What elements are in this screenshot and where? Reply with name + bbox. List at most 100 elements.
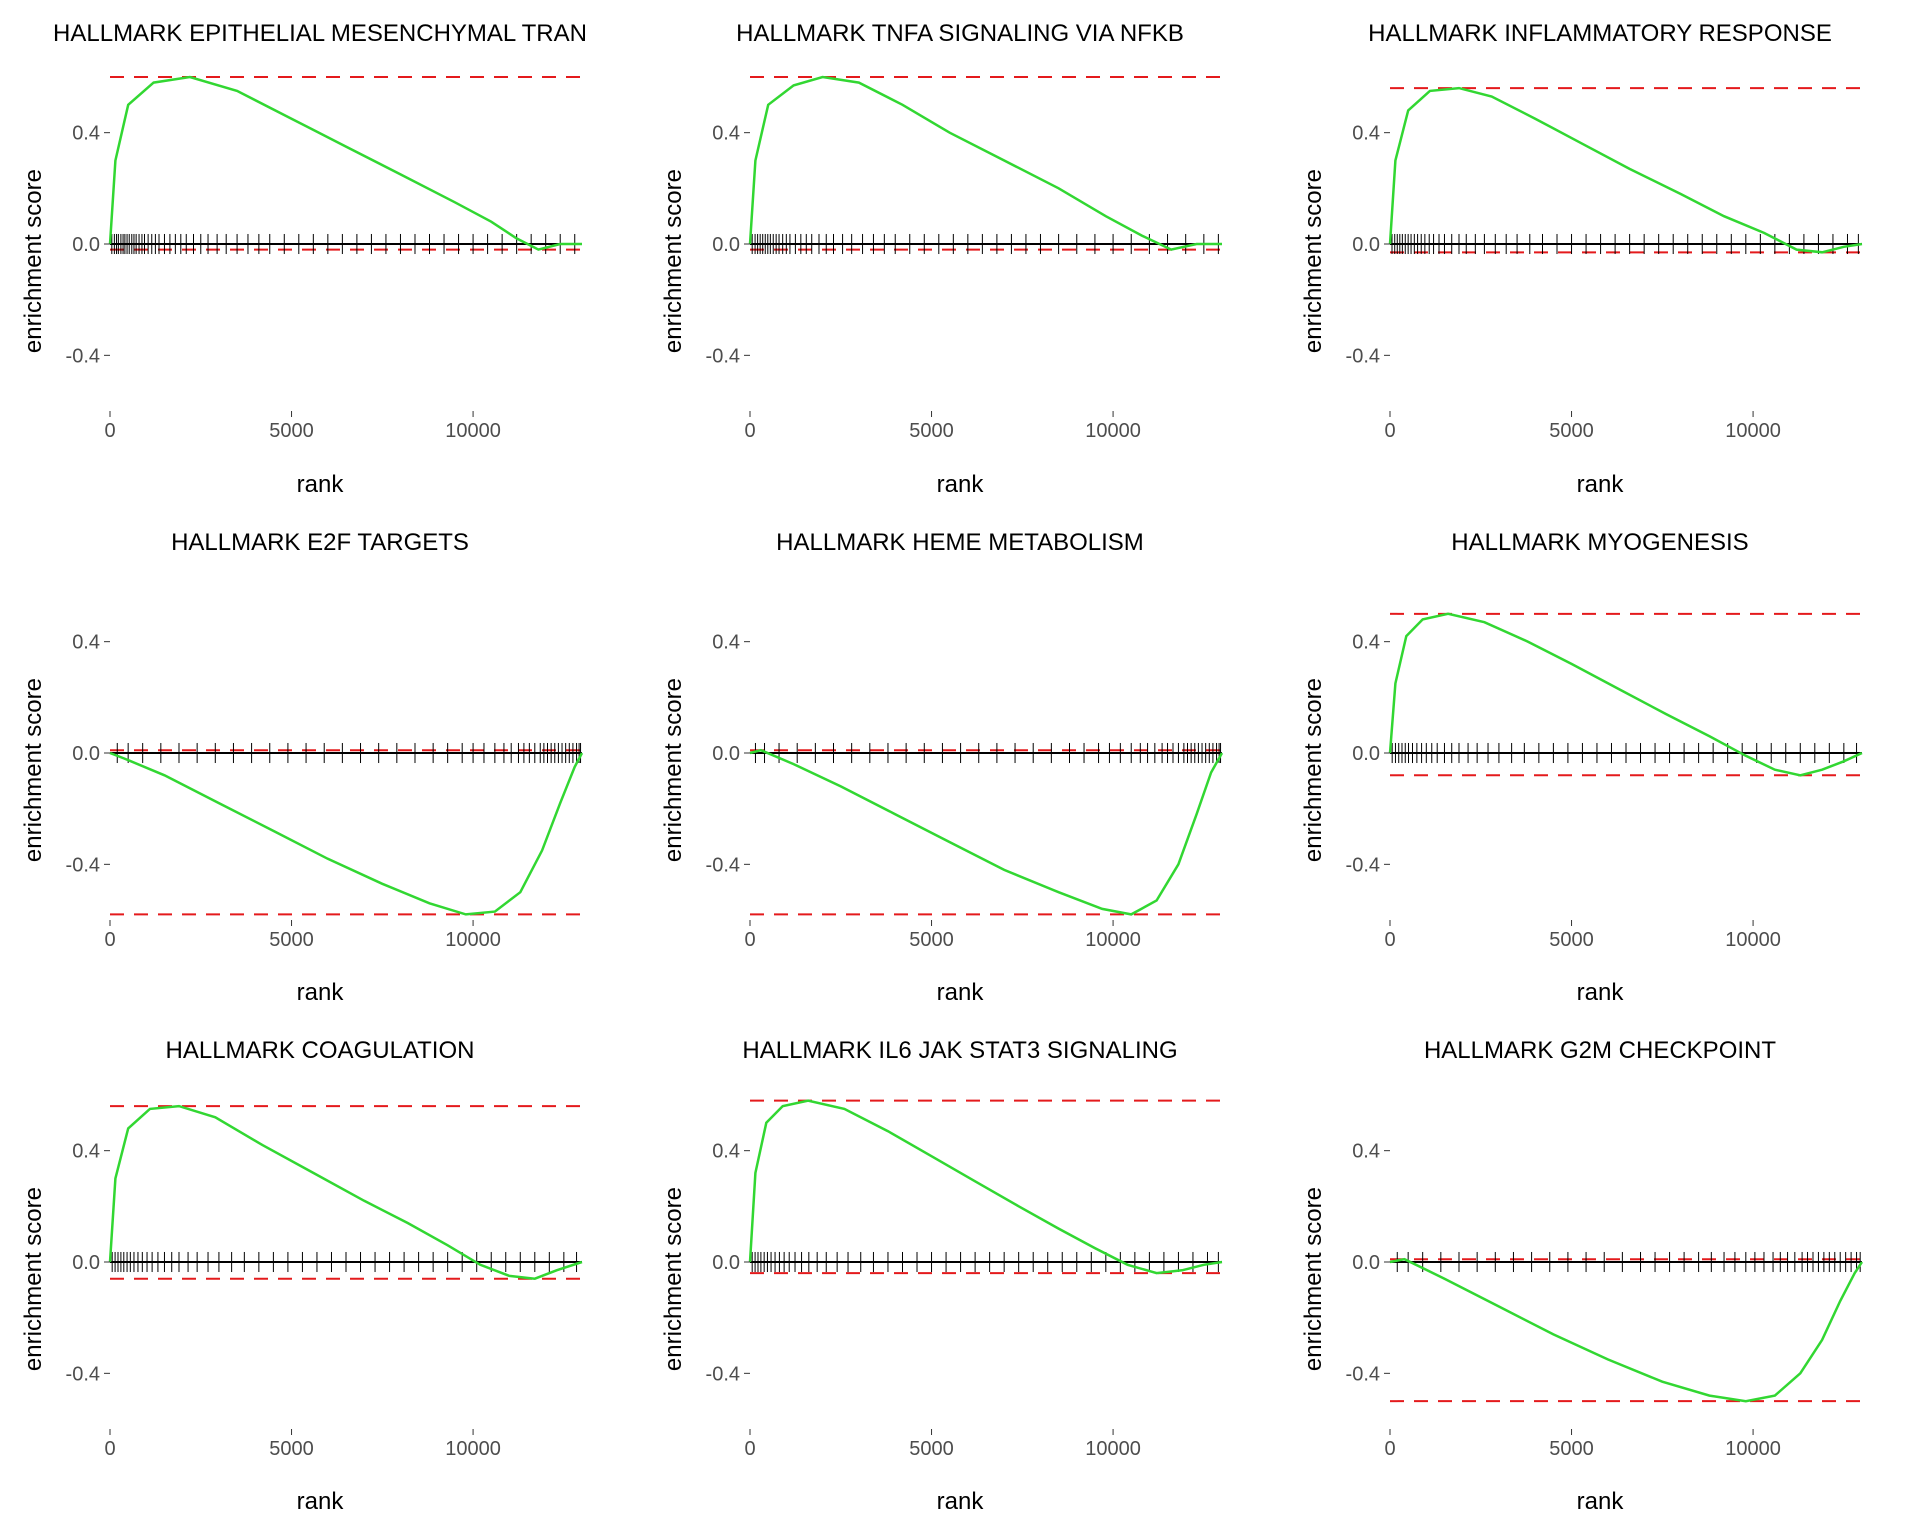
gsea-panel: HALLMARK COAGULATION enrichment score -0.4… [20, 1037, 620, 1516]
plot-wrap: enrichment score-0.40.00.40500010000 [660, 563, 1260, 978]
gsea-plot: -0.40.00.40500010000 [692, 580, 1232, 960]
y-axis-label: enrichment score [20, 678, 48, 862]
enrichment-curve [1390, 1259, 1862, 1401]
x-axis-label: rank [1577, 979, 1624, 1007]
x-axis-label: rank [297, 1488, 344, 1516]
x-tick-label: 5000 [1549, 420, 1594, 442]
x-tick-label: 10000 [445, 420, 501, 442]
gsea-panel: HALLMARK G2M CHECKPOINTenrichment score-… [1300, 1037, 1900, 1516]
x-tick-label: 0 [104, 929, 115, 951]
y-tick-label: 0.0 [72, 234, 100, 256]
plot-wrap: enrichment score-0.40.00.40500010000 [20, 563, 620, 978]
y-axis-label: enrichment score [1300, 1187, 1328, 1371]
gsea-plot: -0.40.00.40500010000 [692, 1089, 1232, 1469]
y-tick-label: 0.0 [1352, 234, 1380, 256]
x-axis-label: rank [297, 979, 344, 1007]
panel-title: HALLMARK TNFA SIGNALING VIA NFKB [736, 20, 1184, 48]
x-tick-label: 0 [744, 1438, 755, 1460]
gsea-panel: HALLMARK HEME METABOLISMenrichment score… [660, 529, 1260, 1008]
y-tick-label: 0.4 [1352, 1140, 1380, 1162]
y-tick-label: 0.4 [72, 1140, 100, 1162]
x-axis-label: rank [1577, 471, 1624, 499]
y-axis-label: enrichment score [20, 1187, 48, 1371]
panel-title: HALLMARK EPITHELIAL MESENCHYMAL TRAN [53, 20, 587, 48]
plot-wrap: enrichment score -0.4 0.0 0.4 0 5000 10000 [20, 54, 620, 469]
gsea-panel: HALLMARK TNFA SIGNALING VIA NFKB enrichme… [660, 20, 1260, 499]
enrichment-curve [110, 753, 582, 914]
y-tick-label: 0.4 [712, 123, 740, 145]
gsea-plot: -0.40.00.40500010000 [1332, 1089, 1872, 1469]
y-tick-label: 0.4 [1352, 123, 1380, 145]
x-tick-label: 10000 [1085, 1438, 1141, 1460]
panel-title: HALLMARK INFLAMMATORY RESPONSE [1368, 20, 1832, 48]
chart-grid: HALLMARK EPITHELIAL MESENCHYMAL TRAN enri… [20, 20, 1900, 1516]
gsea-plot: -0.40.00.40500010000 [52, 1089, 592, 1469]
x-tick-label: 0 [744, 420, 755, 442]
x-tick-label: 5000 [909, 420, 954, 442]
y-tick-label: 0.4 [72, 123, 100, 145]
y-tick-label: 0.0 [1352, 1252, 1380, 1274]
gsea-plot: -0.4 0.0 0.4 0 5000 10000 [1332, 580, 1872, 960]
gsea-panel: HALLMARK INFLAMMATORY RESPONSE enrichment… [1300, 20, 1900, 499]
y-tick-label: -0.4 [1346, 854, 1380, 876]
x-axis-label: rank [937, 471, 984, 499]
plot-wrap: enrichment score-0.40.00.40500010000 [1300, 1071, 1900, 1486]
gsea-panel: HALLMARK IL6 JAK STAT3 SIGNALING enrichme… [660, 1037, 1260, 1516]
gsea-plot: -0.4 0.0 0.4 0 5000 10000 [1332, 71, 1872, 451]
panel-title: HALLMARK E2F TARGETS [171, 529, 469, 557]
y-tick-label: 0.0 [712, 1252, 740, 1274]
y-axis-label: enrichment score [1300, 678, 1328, 862]
plot-wrap: enrichment score -0.4 0.0 0.4 0 5000 10000 [1300, 563, 1900, 978]
y-tick-label: -0.4 [706, 1363, 740, 1385]
x-tick-label: 5000 [269, 420, 314, 442]
x-axis-label: rank [937, 1488, 984, 1516]
x-tick-label: 0 [1384, 420, 1395, 442]
y-tick-label: -0.4 [66, 1363, 100, 1385]
x-tick-label: 0 [1384, 1438, 1395, 1460]
y-tick-label: -0.4 [706, 854, 740, 876]
plot-wrap: enrichment score -0.4 0.0 0.4 0 5000 10000 [1300, 54, 1900, 469]
y-tick-label: -0.4 [1346, 346, 1380, 368]
x-tick-label: 0 [1384, 929, 1395, 951]
enrichment-curve [750, 750, 1222, 914]
x-tick-label: 10000 [445, 1438, 501, 1460]
x-tick-label: 0 [104, 420, 115, 442]
enrichment-curve [750, 77, 1222, 250]
gsea-plot: -0.4 0.0 0.4 0 5000 10000 [692, 71, 1232, 451]
y-tick-label: 0.0 [72, 743, 100, 765]
x-tick-label: 0 [744, 929, 755, 951]
x-tick-label: 10000 [1725, 929, 1781, 951]
y-tick-label: 0.0 [712, 234, 740, 256]
x-tick-label: 5000 [909, 1438, 954, 1460]
y-tick-label: -0.4 [66, 346, 100, 368]
x-tick-label: 10000 [1085, 929, 1141, 951]
plot-wrap: enrichment score-0.40.00.40500010000 [660, 1071, 1260, 1486]
x-tick-label: 5000 [1549, 1438, 1594, 1460]
y-tick-label: 0.4 [712, 632, 740, 654]
y-axis-label: enrichment score [660, 1187, 688, 1371]
gsea-panel: HALLMARK EPITHELIAL MESENCHYMAL TRAN enri… [20, 20, 620, 499]
x-tick-label: 10000 [1725, 420, 1781, 442]
y-axis-label: enrichment score [660, 169, 688, 353]
y-tick-label: -0.4 [1346, 1363, 1380, 1385]
plot-wrap: enrichment score-0.40.00.40500010000 [20, 1071, 620, 1486]
x-tick-label: 0 [104, 1438, 115, 1460]
x-tick-label: 5000 [269, 929, 314, 951]
enrichment-curve [750, 1100, 1222, 1273]
panel-title: HALLMARK MYOGENESIS [1451, 529, 1748, 557]
y-axis-label: enrichment score [20, 169, 48, 353]
x-tick-label: 5000 [1549, 929, 1594, 951]
enrichment-curve [1390, 88, 1862, 252]
y-axis-label: enrichment score [1300, 169, 1328, 353]
x-axis-label: rank [1577, 1488, 1624, 1516]
panel-title: HALLMARK COAGULATION [166, 1037, 475, 1065]
plot-wrap: enrichment score -0.4 0.0 0.4 0 5000 10000 [660, 54, 1260, 469]
gsea-panel: HALLMARK E2F TARGETSenrichment score-0.4… [20, 529, 620, 1008]
panel-title: HALLMARK IL6 JAK STAT3 SIGNALING [742, 1037, 1177, 1065]
gsea-plot: -0.4 0.0 0.4 0 5000 10000 [52, 71, 592, 451]
y-tick-label: 0.4 [1352, 632, 1380, 654]
gsea-plot: -0.40.00.40500010000 [52, 580, 592, 960]
x-tick-label: 10000 [1085, 420, 1141, 442]
y-tick-label: -0.4 [706, 346, 740, 368]
y-tick-label: 0.0 [1352, 743, 1380, 765]
